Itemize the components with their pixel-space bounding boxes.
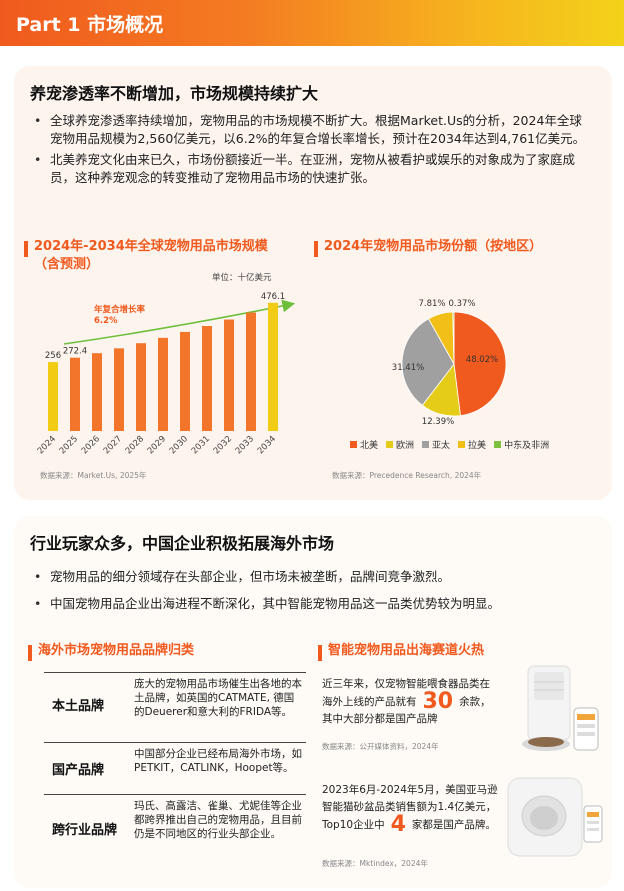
bar-2027	[114, 348, 124, 431]
legend-item: 北美	[350, 438, 378, 451]
pie-chart-title: 2024年宠物用品市场份额（按地区）	[314, 238, 604, 257]
x-tick-2024: 2024	[36, 434, 58, 456]
pie-slice-中东及非洲	[452, 311, 455, 365]
smart-litter-box-image	[507, 777, 603, 857]
bar-chart-source: 数据来源：Market.Us, 2025年	[40, 471, 147, 480]
bullet-item: 中国宠物用品企业出海进程不断深化，其中智能宠物用品这一品类优势较为明显。	[30, 595, 592, 613]
brands-title: 海外市场宠物用品品牌归类	[28, 642, 298, 661]
market-size-card: 养宠渗透率不断增加，市场规模持续扩大 全球养宠渗透率持续增加，宠物用品的市场规模…	[14, 66, 612, 500]
smart-feeder-image	[522, 665, 599, 751]
feeder-count: 30	[422, 689, 454, 714]
x-tick-2032: 2032	[212, 434, 234, 456]
legend-item: 亚太	[422, 438, 450, 451]
pie-label-北美: 48.02%	[466, 355, 498, 365]
brand-category: 本土品牌	[52, 699, 105, 714]
bar-2025	[70, 357, 80, 431]
x-tick-2029: 2029	[146, 434, 168, 456]
bar-2026	[92, 353, 102, 431]
pie-label-欧洲: 12.39%	[422, 417, 454, 427]
players-card: 行业玩家众多，中国企业积极拓展海外市场 宠物用品的细分领域存在头部企业，但市场未…	[14, 516, 612, 888]
cagr-value: 6.2%	[94, 316, 118, 326]
legend-swatch	[422, 441, 430, 448]
x-tick-2033: 2033	[234, 434, 256, 456]
brand-category: 国产品牌	[52, 763, 105, 778]
brand-row-crossover: 跨行业品牌 玛氏、高露洁、雀巢、尤妮佳等企业都跨界推出自己的宠物用品，且目前仍是…	[44, 794, 306, 860]
legend-item: 拉美	[458, 438, 486, 451]
legend-label: 北美	[360, 441, 379, 451]
pie-chart: 48.02% 12.39% 31.41% 7.81% 0.37%	[392, 299, 507, 427]
litter-brand-count: 4	[390, 812, 406, 837]
section1-title: 养宠渗透率不断增加，市场规模持续扩大	[30, 84, 319, 103]
section2-title: 行业玩家众多，中国企业积极拓展海外市场	[30, 534, 335, 553]
pie-chart-source: 数据来源：Precedence Research, 2024年	[332, 471, 482, 480]
section2-bullets: 宠物用品的细分领域存在头部企业，但市场未被垄断，品牌间竞争激烈。 中国宠物用品企…	[30, 568, 592, 616]
pie-legend: 北美 欧洲 亚太 拉美 中东及非洲	[350, 438, 549, 451]
bar-2032	[224, 319, 234, 431]
legend-swatch	[458, 441, 466, 448]
x-tick-2025: 2025	[58, 434, 80, 456]
page-title: Part 1 市场概况	[16, 14, 164, 36]
smart-litter-source: 数据来源：Mktindex，2024年	[322, 859, 428, 868]
bullet-item: 北美养宠文化由来已久，市场份额接近一半。在亚洲，宠物从被看护或娱乐的对象成为了家…	[30, 151, 592, 186]
pie-slice-亚太	[401, 318, 455, 406]
brand-desc: 庞大的宠物用品市场催生出各地的本土品牌，如英国的CATMATE, 德国的Deue…	[134, 678, 302, 718]
bar-2033	[246, 312, 256, 431]
bullet-item: 全球养宠渗透率持续增加，宠物用品的市场规模不断扩大。根据Market.Us的分析…	[30, 112, 592, 147]
bar-label-2034: 476.1	[261, 292, 285, 302]
title-accent-bar	[314, 241, 318, 257]
pie-label-拉美: 7.81%	[418, 299, 445, 309]
brand-desc: 中国部分企业已经布局海外市场，如PETKIT，CATLINK，Hoopet等。	[134, 748, 302, 774]
legend-label: 欧洲	[396, 441, 415, 451]
brand-category: 跨行业品牌	[52, 823, 118, 838]
x-tick-2026: 2026	[80, 434, 102, 456]
bullet-item: 宠物用品的细分领域存在头部企业，但市场未被垄断，品牌间竞争激烈。	[30, 568, 592, 586]
bar-2028	[136, 343, 146, 431]
smart-litter-text: 2023年6月-2024年5月，美国亚马逊智能猫砂盆品类销售额为1.4亿美元，T…	[322, 784, 498, 837]
growth-arrow	[63, 299, 296, 345]
x-tick-2034: 2034	[256, 434, 278, 456]
smart-feeder-source: 数据来源：公开媒体资料，2024年	[322, 742, 439, 751]
legend-label: 中东及非洲	[504, 441, 550, 451]
brand-desc: 玛氏、高露洁、雀巢、尤妮佳等企业都跨界推出自己的宠物用品，且目前仍是不同地区的行…	[134, 800, 302, 840]
cagr-label: 年复合增长率	[94, 304, 146, 315]
legend-item: 中东及非洲	[494, 438, 549, 451]
x-tick-2027: 2027	[102, 434, 124, 456]
bar-2031	[202, 326, 212, 431]
x-tick-2028: 2028	[124, 434, 146, 456]
brand-row-local: 本土品牌 庞大的宠物用品市场催生出各地的本土品牌，如英国的CATMATE, 德国…	[44, 672, 306, 736]
legend-swatch	[494, 441, 502, 448]
pie-label-亚太: 31.41%	[392, 363, 424, 373]
section1-bullets: 全球养宠渗透率持续增加，宠物用品的市场规模不断扩大。根据Market.Us的分析…	[30, 112, 592, 190]
x-tick-2031: 2031	[190, 434, 212, 456]
title-accent-bar	[28, 645, 32, 661]
unit-label: 单位：十亿美元	[212, 272, 272, 283]
legend-swatch	[350, 441, 357, 448]
bar-2024	[48, 362, 58, 431]
legend-label: 拉美	[468, 441, 487, 451]
title-accent-bar	[24, 241, 28, 257]
legend-label: 亚太	[432, 441, 451, 451]
bar-2034	[268, 302, 278, 431]
bar-label-2024: 256	[45, 351, 61, 361]
smart-products-title: 智能宠物用品出海赛道火热	[318, 642, 588, 661]
legend-item: 欧洲	[386, 438, 414, 451]
bar-label-2025: 272.4	[63, 347, 87, 357]
bar-2030	[180, 331, 190, 431]
legend-swatch	[386, 441, 394, 448]
pie-label-中东及非洲: 0.37%	[448, 299, 475, 309]
x-tick-2030: 2030	[168, 434, 190, 456]
title-accent-bar	[318, 645, 322, 661]
bar-chart-title: 2024年-2034年全球宠物用品市场规模 （含预测）	[24, 238, 314, 274]
brand-row-domestic: 国产品牌 中国部分企业已经布局海外市场，如PETKIT，CATLINK，Hoop…	[44, 742, 306, 792]
pie-slice-北美	[453, 311, 507, 417]
bar-2029	[158, 337, 168, 431]
smart-feeder-text: 近三年来，仅宠物智能喂食器品类在海外上线的产品就有 30 余款，其中大部分都是国产品…	[322, 678, 491, 725]
page-header: Part 1 市场概况	[0, 0, 624, 46]
